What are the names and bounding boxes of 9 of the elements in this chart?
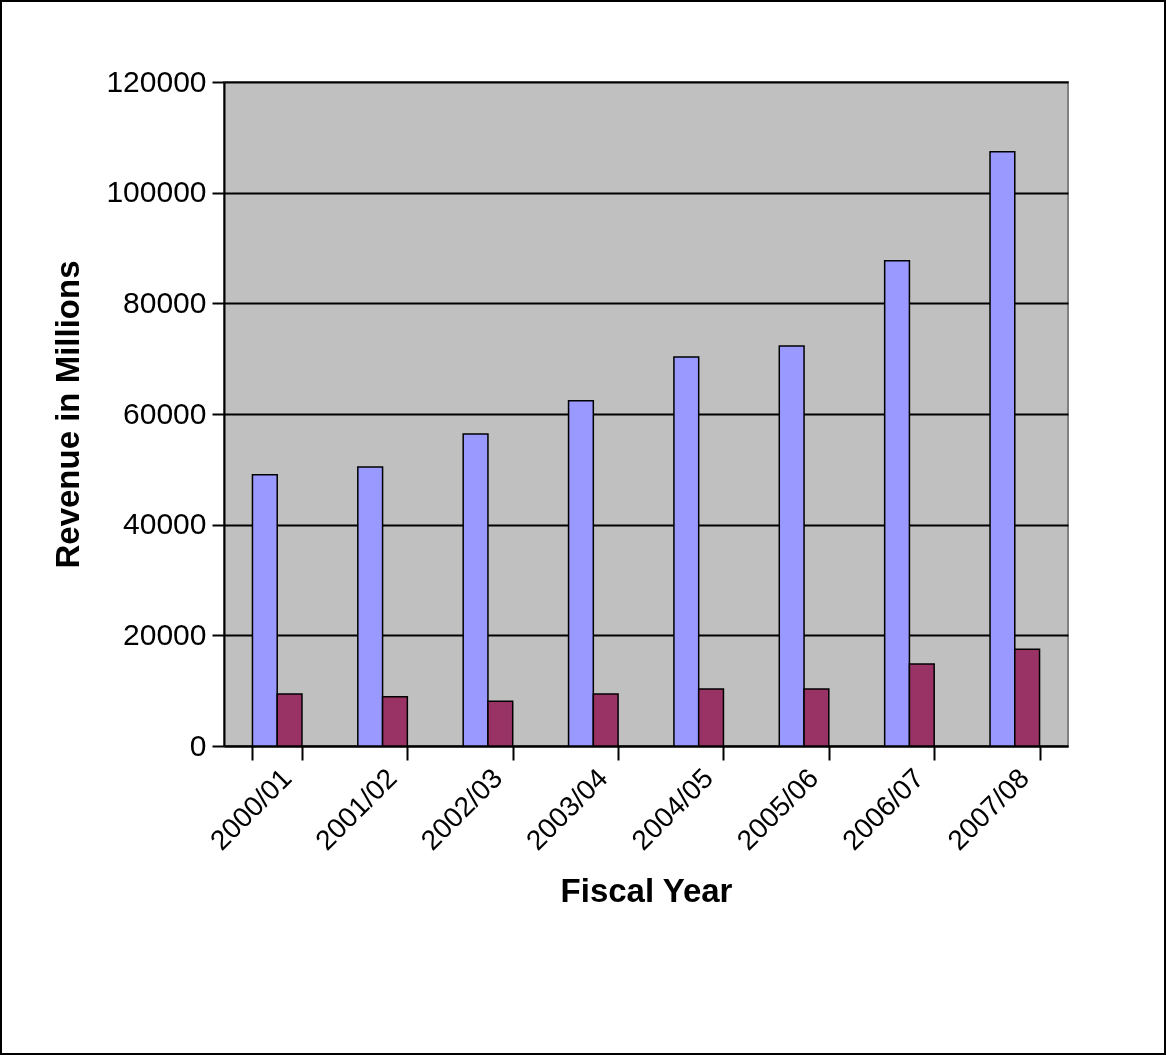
y-tick-label: 0 [189,728,207,762]
y-tick-label: 80000 [123,285,207,319]
y-axis-title: Revenue in Millions [49,260,87,569]
y-tick-label: 40000 [123,507,207,541]
y-tick-label: 60000 [123,396,207,430]
y-tick-label: 120000 [106,64,207,98]
x-axis-title: Fiscal Year [560,871,733,909]
y-tick-label: 20000 [123,617,207,651]
y-tick-label: 100000 [106,175,207,209]
